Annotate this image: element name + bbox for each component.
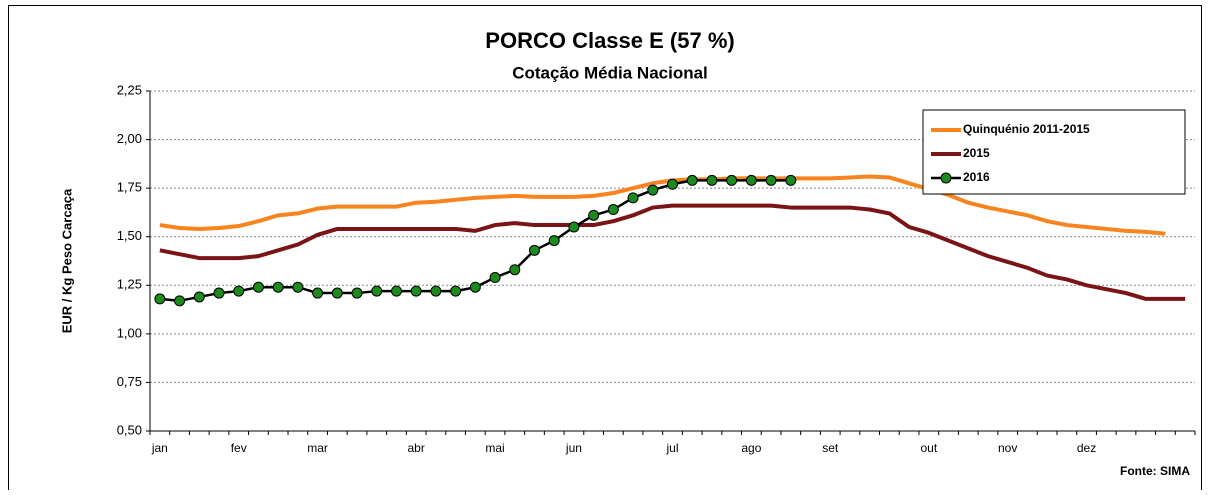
series-marker — [588, 209, 600, 221]
series-marker — [765, 174, 777, 186]
source-note: Fonte: SIMA — [1120, 464, 1190, 478]
x-tick-label: mar — [307, 441, 328, 455]
series-marker — [154, 293, 166, 305]
x-tick-label: nov — [998, 441, 1017, 455]
series-marker — [726, 174, 738, 186]
y-tick-label: 0,75 — [117, 374, 142, 389]
x-tick-label: dez — [1077, 441, 1096, 455]
series-marker — [292, 281, 304, 293]
series-marker — [469, 281, 481, 293]
series-marker — [430, 285, 442, 297]
series-marker — [528, 244, 540, 256]
x-tick-label: out — [920, 441, 937, 455]
y-axis-label: EUR / Kg Peso Carcaça — [59, 188, 74, 333]
series-marker — [489, 272, 501, 284]
x-tick-label: jun — [565, 441, 582, 455]
series-marker — [450, 285, 462, 297]
legend-label: 2015 — [963, 146, 990, 160]
legend-label: 2016 — [963, 170, 990, 184]
series-marker — [193, 291, 205, 303]
series-marker — [174, 295, 186, 307]
legend-label: Quinquénio 2011-2015 — [963, 122, 1090, 136]
x-tick-label: jan — [151, 441, 168, 455]
series-marker — [351, 287, 363, 299]
x-tick-label: abr — [408, 441, 425, 455]
series-marker — [252, 281, 264, 293]
y-tick-label: 1,75 — [117, 180, 142, 195]
chart-subtitle: Cotação Média Nacional — [512, 63, 708, 82]
legend-box — [922, 109, 1186, 195]
series-marker — [233, 285, 245, 297]
series-marker — [785, 174, 797, 186]
series-marker — [607, 204, 619, 216]
series-marker — [548, 235, 560, 247]
x-tick-label: fev — [231, 441, 247, 455]
y-tick-label: 1,25 — [117, 277, 142, 292]
series-line — [159, 174, 1166, 236]
series-marker — [686, 174, 698, 186]
series-marker — [272, 281, 284, 293]
series-marker — [706, 174, 718, 186]
x-tick-label: mai — [485, 441, 504, 455]
x-tick-label: ago — [741, 441, 761, 455]
y-tick-label: 2,00 — [117, 131, 142, 146]
series-marker — [371, 285, 383, 297]
x-tick-label: jul — [665, 441, 678, 455]
series-marker — [213, 287, 225, 299]
series-marker — [390, 285, 402, 297]
series-marker — [627, 192, 639, 204]
series-marker — [509, 264, 521, 276]
chart-frame — [8, 5, 1202, 495]
y-tick-label: 2,25 — [117, 82, 142, 97]
legend-marker — [940, 172, 952, 184]
chart-title: PORCO Classe E (57 %) — [485, 28, 734, 53]
series-marker — [647, 184, 659, 196]
series-marker — [410, 285, 422, 297]
series-line — [159, 203, 1186, 301]
series-marker — [745, 174, 757, 186]
series-marker — [331, 287, 343, 299]
y-tick-label: 0,50 — [117, 422, 142, 437]
y-tick-label: 1,50 — [117, 228, 142, 243]
series-marker — [568, 221, 580, 233]
x-tick-label: set — [822, 441, 839, 455]
series-marker — [667, 178, 678, 190]
series-marker — [312, 287, 324, 299]
y-tick-label: 1,00 — [117, 325, 142, 340]
